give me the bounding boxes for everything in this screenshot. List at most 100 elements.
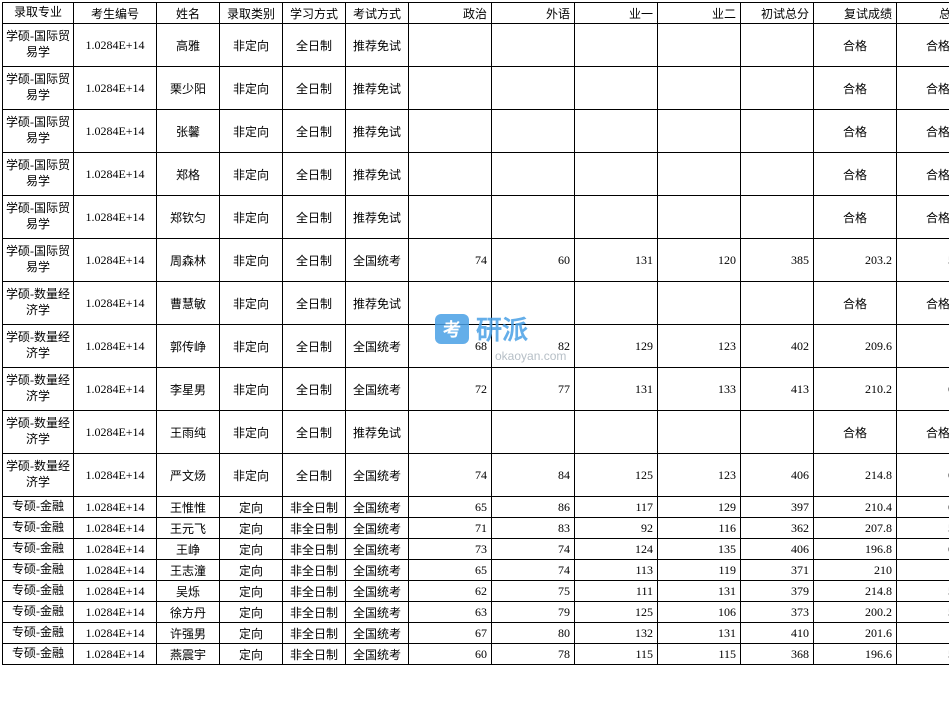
- cell: 合格: [814, 196, 897, 239]
- cell: 124: [575, 539, 658, 560]
- cell: 573.2: [897, 602, 949, 623]
- col-header: 业一: [575, 3, 658, 24]
- cell: 135: [658, 539, 741, 560]
- cell: 定向: [220, 518, 283, 539]
- table-row: 学硕-国际贸易学1.0284E+14高雅非定向全日制推荐免试合格合格: [3, 24, 949, 67]
- cell: 74: [492, 560, 575, 581]
- cell: [741, 196, 814, 239]
- cell: 210.2: [814, 368, 897, 411]
- cell: 全国统考: [346, 239, 409, 282]
- cell: [409, 110, 492, 153]
- cell: 曹慧敏: [157, 282, 220, 325]
- table-row: 专硕-金融1.0284E+14王元飞定向非全日制全国统考718392116362…: [3, 518, 949, 539]
- cell: 1.0284E+14: [74, 282, 157, 325]
- cell: 74: [409, 239, 492, 282]
- cell: 合格: [897, 110, 949, 153]
- cell: 郑格: [157, 153, 220, 196]
- cell: 合格: [814, 67, 897, 110]
- cell: 1.0284E+14: [74, 518, 157, 539]
- cell: 全国统考: [346, 497, 409, 518]
- cell: 周森林: [157, 239, 220, 282]
- cell: [409, 67, 492, 110]
- cell: 推荐免试: [346, 67, 409, 110]
- cell: 1.0284E+14: [74, 239, 157, 282]
- cell: 74: [409, 454, 492, 497]
- cell: 373: [741, 602, 814, 623]
- cell: [658, 153, 741, 196]
- table-row: 学硕-国际贸易学1.0284E+14郑钦匀非定向全日制推荐免试合格合格: [3, 196, 949, 239]
- cell: [741, 282, 814, 325]
- cell: 1.0284E+14: [74, 602, 157, 623]
- col-header: 录取专业: [3, 3, 74, 24]
- cell: [741, 153, 814, 196]
- cell: 学硕-国际贸易学: [3, 67, 74, 110]
- cell: [658, 196, 741, 239]
- cell: 推荐免试: [346, 411, 409, 454]
- cell: 569.8: [897, 518, 949, 539]
- cell: 学硕-数量经济学: [3, 368, 74, 411]
- cell: 588.2: [897, 239, 949, 282]
- cell: 非定向: [220, 110, 283, 153]
- cell: 专硕-金融: [3, 581, 74, 602]
- cell: 210.4: [814, 497, 897, 518]
- cell: [575, 196, 658, 239]
- cell: 专硕-金融: [3, 539, 74, 560]
- cell: 611.6: [897, 623, 949, 644]
- table-row: 学硕-数量经济学1.0284E+14严文炀非定向全日制全国统考748412512…: [3, 454, 949, 497]
- cell: 合格: [897, 196, 949, 239]
- cell: 定向: [220, 602, 283, 623]
- cell: 全国统考: [346, 368, 409, 411]
- cell: 607.4: [897, 497, 949, 518]
- cell: 全日制: [283, 282, 346, 325]
- cell: 全国统考: [346, 325, 409, 368]
- cell: 合格: [897, 24, 949, 67]
- cell: 推荐免试: [346, 24, 409, 67]
- cell: 非全日制: [283, 539, 346, 560]
- cell: 623.2: [897, 368, 949, 411]
- cell: 115: [575, 644, 658, 665]
- cell: 全日制: [283, 67, 346, 110]
- cell: 62: [409, 581, 492, 602]
- cell: 全国统考: [346, 581, 409, 602]
- cell: 1.0284E+14: [74, 67, 157, 110]
- cell: 117: [575, 497, 658, 518]
- cell: 推荐免试: [346, 110, 409, 153]
- cell: 严文炀: [157, 454, 220, 497]
- cell: 65: [409, 497, 492, 518]
- cell: 非定向: [220, 282, 283, 325]
- cell: 410: [741, 623, 814, 644]
- cell: 111: [575, 581, 658, 602]
- cell: 65: [409, 560, 492, 581]
- cell: 合格: [814, 153, 897, 196]
- cell: [658, 110, 741, 153]
- cell: [575, 24, 658, 67]
- table-row: 专硕-金融1.0284E+14燕震宇定向非全日制全国统考607811511536…: [3, 644, 949, 665]
- cell: 学硕-国际贸易学: [3, 239, 74, 282]
- cell: 学硕-国际贸易学: [3, 153, 74, 196]
- table-row: 专硕-金融1.0284E+14王惟惟定向非全日制全国统考658611712939…: [3, 497, 949, 518]
- cell: 203.2: [814, 239, 897, 282]
- table-row: 学硕-数量经济学1.0284E+14王雨纯非定向全日制推荐免试合格合格: [3, 411, 949, 454]
- cell: [492, 196, 575, 239]
- col-header: 外语: [492, 3, 575, 24]
- cell: 385: [741, 239, 814, 282]
- cell: 133: [658, 368, 741, 411]
- cell: 非全日制: [283, 497, 346, 518]
- cell: 119: [658, 560, 741, 581]
- cell: [741, 24, 814, 67]
- cell: 合格: [897, 67, 949, 110]
- cell: 1.0284E+14: [74, 368, 157, 411]
- cell: [492, 153, 575, 196]
- cell: [492, 24, 575, 67]
- cell: 徐方丹: [157, 602, 220, 623]
- cell: 学硕-国际贸易学: [3, 24, 74, 67]
- table-row: 学硕-国际贸易学1.0284E+14周森林非定向全日制全国统考746013112…: [3, 239, 949, 282]
- table-row: 学硕-数量经济学1.0284E+14李星男非定向全日制全国统考727713113…: [3, 368, 949, 411]
- cell: 71: [409, 518, 492, 539]
- cell: 全日制: [283, 239, 346, 282]
- cell: 129: [658, 497, 741, 518]
- cell: 1.0284E+14: [74, 644, 157, 665]
- cell: 125: [575, 602, 658, 623]
- cell: 200.2: [814, 602, 897, 623]
- cell: 593.8: [897, 581, 949, 602]
